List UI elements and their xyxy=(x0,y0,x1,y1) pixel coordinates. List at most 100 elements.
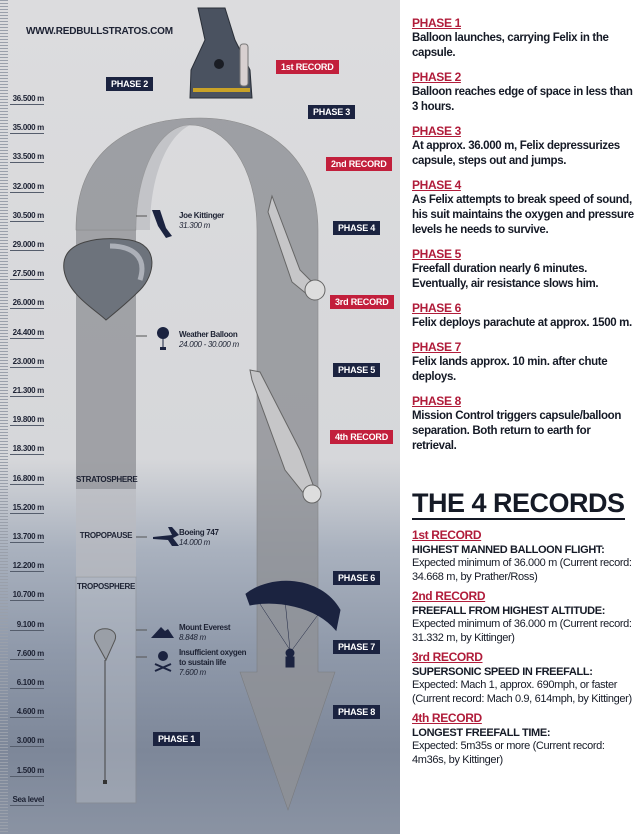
altitude-label: 18.300 m xyxy=(10,444,44,456)
website-url: WWW.REDBULLSTRATOS.COM xyxy=(26,26,173,37)
stratosphere-balloon-icon xyxy=(63,238,153,321)
record-title: 1st RECORD xyxy=(412,528,482,542)
record-name: LONGEST FREEFALL TIME: xyxy=(412,727,551,739)
phase-description: Balloon reaches edge of space in less th… xyxy=(412,86,633,113)
records-heading: THE 4 RECORDS xyxy=(412,488,625,520)
small-balloon-icon xyxy=(94,628,116,784)
annotation-oxygen: Insufficient oxygen to sustain life 7.600… xyxy=(179,648,247,677)
badge-phase-5: PHASE 5 xyxy=(333,363,381,377)
record-title: 3rd RECORD xyxy=(412,650,483,664)
altitude-label: 21.300 m xyxy=(10,386,44,397)
altitude-label: 29.000 m xyxy=(10,240,44,251)
phase-title: PHASE 5 xyxy=(412,247,461,261)
flight-path-arch xyxy=(63,7,341,811)
record-item: 3rd RECORD SUPERSONIC SPEED IN FREEFALL: E… xyxy=(412,650,638,706)
badge-phase-4: PHASE 4 xyxy=(333,221,381,235)
jumper-phase4-icon xyxy=(267,194,326,301)
badge-phase-1: PHASE 1 xyxy=(153,732,201,746)
altitude-label: 16.800 m xyxy=(10,474,44,485)
record-name: FREEFALL FROM HIGHEST ALTITUDE: xyxy=(412,605,606,617)
tropopause-band xyxy=(76,489,136,577)
phase-description: Felix deploys parachute at approx. 1500 … xyxy=(412,317,632,329)
phase-item: PHASE 4 As Felix attempts to break speed … xyxy=(412,178,636,238)
altitude-label: 26.000 m xyxy=(10,298,44,310)
phase-item: PHASE 7 Felix lands approx. 10 min. after… xyxy=(412,340,636,385)
altitude-label: 10.700 m xyxy=(10,590,44,602)
records-section: THE 4 RECORDS 1st RECORD HIGHEST MANNED B… xyxy=(412,488,638,772)
altitude-label: 32.000 m xyxy=(10,182,44,193)
record-description: Expected: 5m35s or more (Current record:… xyxy=(412,740,605,766)
badge-phase-7: PHASE 7 xyxy=(333,640,381,654)
record-title: 4th RECORD xyxy=(412,711,482,725)
badge-phase-2: PHASE 2 xyxy=(106,77,154,91)
altitude-ruler xyxy=(0,0,8,834)
stratosphere-label: STRATOSPHERE xyxy=(76,475,138,484)
record-description: Expected: Mach 1, approx. 690mph, or fas… xyxy=(412,679,632,705)
tropopause-label: TROPOPAUSE xyxy=(79,531,133,540)
phase-title: PHASE 7 xyxy=(412,340,461,354)
altitude-label: 1.500 m xyxy=(10,766,44,777)
phase-description: Mission Control triggers capsule/balloon… xyxy=(412,410,621,452)
badge-phase-8: PHASE 8 xyxy=(333,705,381,719)
annotation-boeing: Boeing 747 14.000 m xyxy=(179,528,219,547)
record-name: SUPERSONIC SPEED IN FREEFALL: xyxy=(412,666,593,678)
phase-description: As Felix attempts to break speed of soun… xyxy=(412,194,634,236)
record-item: 2nd RECORD FREEFALL FROM HIGHEST ALTITUDE… xyxy=(412,589,638,645)
altitude-label: 30.500 m xyxy=(10,211,44,222)
skull-icon xyxy=(154,651,172,672)
phase-title: PHASE 4 xyxy=(412,178,461,192)
altitude-label: 4.600 m xyxy=(10,707,44,719)
badge-record-3: 3rd RECORD xyxy=(330,295,394,309)
troposphere-label: TROPOSPHERE xyxy=(76,582,136,591)
badge-record-2: 2nd RECORD xyxy=(326,157,392,171)
astronaut-on-capsule-icon xyxy=(239,43,249,87)
altitude-diagram: 36.500 m 35.000 m 33.500 m 32.000 m 30.500 m… xyxy=(0,0,400,834)
phase-title: PHASE 3 xyxy=(412,124,461,138)
record-item: 4th RECORD LONGEST FREEFALL TIME: Expected… xyxy=(412,711,638,767)
badge-record-4: 4th RECORD xyxy=(330,430,394,444)
phase-item: PHASE 3 At approx. 36.000 m, Felix depres… xyxy=(412,124,636,169)
airplane-icon xyxy=(153,527,179,546)
altitude-label: 23.000 m xyxy=(10,357,44,368)
altitude-label: 15.200 m xyxy=(10,503,44,514)
phase-title: PHASE 2 xyxy=(412,70,461,84)
altitude-label: 33.500 m xyxy=(10,152,44,164)
phase-item: PHASE 5 Freefall duration nearly 6 minute… xyxy=(412,247,636,292)
altitude-label: 24.400 m xyxy=(10,328,44,339)
altitude-label: 9.100 m xyxy=(10,620,44,631)
phases-list: PHASE 1 Balloon launches, carrying Felix … xyxy=(412,16,636,463)
altitude-label: 3.000 m xyxy=(10,736,44,748)
altitude-label: 35.000 m xyxy=(10,123,44,135)
altitude-label: 12.200 m xyxy=(10,561,44,573)
record-item: 1st RECORD HIGHEST MANNED BALLOON FLIGHT:… xyxy=(412,528,638,584)
phase-description: Felix lands approx. 10 min. after chute … xyxy=(412,356,608,383)
annotation-everest: Mount Everest 8.848 m xyxy=(179,623,231,642)
altitude-label: Sea level xyxy=(10,795,44,806)
phase-item: PHASE 8 Mission Control triggers capsule/… xyxy=(412,394,636,454)
record-description: Expected minimum of 36.000 m (Current re… xyxy=(412,557,632,583)
badge-phase-3: PHASE 3 xyxy=(308,105,356,119)
altitude-label: 27.500 m xyxy=(10,269,44,281)
phase-title: PHASE 6 xyxy=(412,301,461,315)
troposphere-band xyxy=(75,576,137,804)
annotation-weather-balloon: Weather Balloon 24.000 - 30.000 m xyxy=(179,330,239,349)
altitude-label: 36.500 m xyxy=(10,94,44,105)
phase-description: Freefall duration nearly 6 minutes. Even… xyxy=(412,263,599,290)
record-title: 2nd RECORD xyxy=(412,589,486,603)
record-name: HIGHEST MANNED BALLOON FLIGHT: xyxy=(412,544,605,556)
phase-item: PHASE 6 Felix deploys parachute at approx… xyxy=(412,301,636,331)
jumper-phase5-icon xyxy=(249,369,322,504)
weather-balloon-icon xyxy=(157,327,169,350)
badge-phase-6: PHASE 6 xyxy=(333,571,381,585)
mountain-icon xyxy=(151,627,174,638)
altitude-label: 7.600 m xyxy=(10,649,44,660)
badge-record-1: 1st RECORD xyxy=(276,60,339,74)
parachute-icon xyxy=(245,580,341,668)
altitude-label: 6.100 m xyxy=(10,678,44,689)
altitude-label: 19.800 m xyxy=(10,415,44,427)
phase-description: Balloon launches, carrying Felix in the … xyxy=(412,32,609,59)
phase-title: PHASE 1 xyxy=(412,16,461,30)
phase-description: At approx. 36.000 m, Felix depressurizes… xyxy=(412,140,620,167)
phase-item: PHASE 2 Balloon reaches edge of space in … xyxy=(412,70,636,115)
annotation-kittinger: Joe Kittinger 31.300 m xyxy=(179,211,224,230)
